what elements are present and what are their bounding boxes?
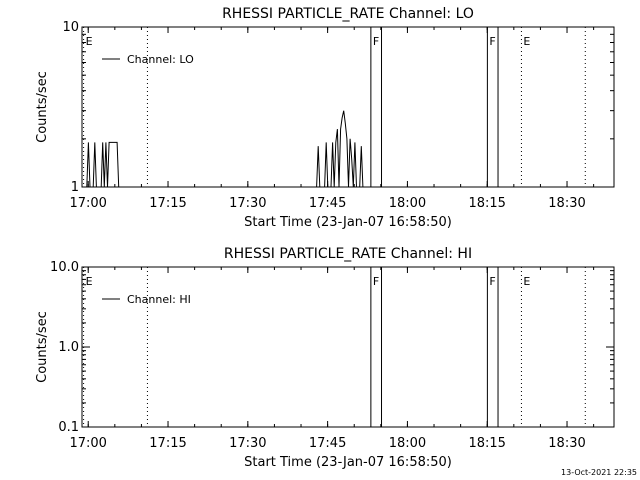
lo-channel-panel: RHESSI PARTICLE_RATE Channel: LO Start Ti… [35,6,615,230]
chart-title: RHESSI PARTICLE_RATE Channel: LO [222,6,474,22]
x-tick-label: 17:00 [69,436,106,451]
marker-label: E [86,275,93,288]
x-tick-label: 18:15 [468,436,505,451]
legend-label: Channel: HI [127,293,191,306]
marker-label: E [523,35,530,48]
x-tick-label: 18:15 [468,196,505,211]
y-tick-label: 10.0 [50,260,79,275]
y-tick-label: 1.0 [58,340,79,355]
x-tick-label: 17:15 [149,196,186,211]
x-tick-label: 17:15 [149,436,186,451]
marker-label: F [373,275,379,288]
x-tick-label: 18:00 [389,196,426,211]
y-tick-label: 0.1 [58,420,79,435]
x-tick-label: 18:30 [548,436,585,451]
y-tick-label: 10 [62,20,79,35]
marker-label: F [489,35,495,48]
marker-label: E [523,275,530,288]
x-tick-label: 18:00 [389,436,426,451]
x-tick-label: 17:45 [309,196,346,211]
y-axis-label: Counts/sec [35,311,50,383]
marker-label: F [373,35,379,48]
series-line [316,110,364,188]
hi-channel-panel: RHESSI PARTICLE_RATE Channel: HI Start Ti… [35,246,615,470]
footer-timestamp: 13-Oct-2021 22:35 [561,468,637,477]
plot-frame [81,266,615,428]
x-axis-label: Start Time (23-Jan-07 16:58:50) [244,455,452,470]
x-axis-label: Start Time (23-Jan-07 16:58:50) [244,215,452,230]
y-axis-label: Counts/sec [35,71,50,143]
x-tick-label: 17:30 [229,436,266,451]
legend-label: Channel: LO [127,53,194,66]
x-tick-label: 17:45 [309,436,346,451]
y-tick-label: 1 [71,180,79,195]
marker-label: E [86,35,93,48]
x-tick-label: 18:30 [548,196,585,211]
chart-title: RHESSI PARTICLE_RATE Channel: HI [224,246,472,262]
x-tick-label: 17:30 [229,196,266,211]
marker-label: F [489,275,495,288]
x-tick-label: 17:00 [69,196,106,211]
series-line [82,141,121,188]
